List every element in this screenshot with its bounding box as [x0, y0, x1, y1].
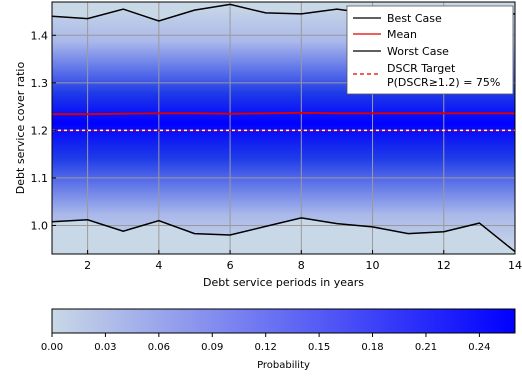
x-tick-label: 10: [366, 259, 380, 272]
x-axis-label: Debt service periods in years: [203, 276, 364, 289]
colorbar-gradient: [51, 308, 516, 334]
colorbar: 0.00 0.03 0.06 0.09 0.12 0.15 0.18 0.21 0.24 Pro…: [41, 308, 516, 371]
legend-label-best-case: Best Case: [387, 12, 442, 25]
x-tick-label: 6: [227, 259, 234, 272]
legend-label-mean: Mean: [387, 28, 417, 41]
colorbar-tick-label: 0.12: [255, 342, 277, 353]
colorbar-tick-label: 0.15: [308, 342, 330, 353]
colorbar-tick-label: 0.21: [415, 342, 437, 353]
y-tick-label: 1.0: [31, 219, 49, 232]
plot-frame: [51, 1, 516, 255]
x-tick-label: 14: [508, 259, 522, 272]
colorbar-tick-label: 0.09: [201, 342, 223, 353]
colorbar-tick-label: 0.24: [468, 342, 490, 353]
x-tick-label: 4: [155, 259, 162, 272]
series-line-mean: [52, 111, 515, 116]
x-tick-label: 8: [298, 259, 305, 272]
y-tick-label: 1.2: [31, 124, 49, 137]
legend-label-worst-case: Worst Case: [387, 45, 449, 58]
colorbar-tick-label: 0.18: [361, 342, 383, 353]
colorbar-label: Probability: [257, 360, 310, 371]
series-line-worst-case: [51, 217, 516, 253]
colorbar-tick-label: 0.06: [148, 342, 170, 353]
legend-box: [346, 5, 514, 95]
y-tick-label: 1.3: [31, 77, 49, 90]
legend-label-dscr-target: DSCR Target: [387, 62, 456, 75]
x-tick-label: 12: [437, 259, 451, 272]
x-tick-label: 2: [84, 259, 91, 272]
legend: Best Case Mean Worst Case DSCR Target P(…: [346, 5, 514, 95]
colorbar-tick-label: 0.00: [41, 342, 63, 353]
y-axis-label: Debt service cover ratio: [14, 62, 27, 195]
y-tick-label: 1.4: [31, 29, 49, 42]
y-tick-label: 1.1: [31, 172, 49, 185]
colorbar-tick-label: 0.03: [94, 342, 116, 353]
legend-note-probability: P(DSCR≥1.2) = 75%: [387, 76, 500, 89]
